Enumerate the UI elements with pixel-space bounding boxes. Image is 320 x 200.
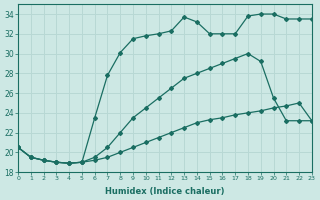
X-axis label: Humidex (Indice chaleur): Humidex (Indice chaleur) [105, 187, 225, 196]
